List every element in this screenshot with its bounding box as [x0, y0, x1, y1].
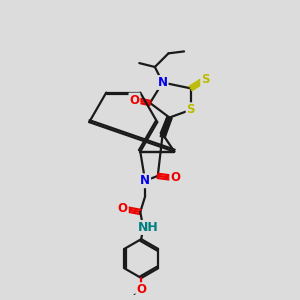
Text: N: N: [158, 76, 168, 89]
Text: O: O: [170, 171, 180, 184]
Text: O: O: [129, 94, 140, 106]
Text: N: N: [140, 174, 150, 187]
Text: NH: NH: [138, 221, 158, 234]
Text: O: O: [136, 283, 146, 296]
Text: S: S: [201, 73, 210, 86]
Text: O: O: [118, 202, 128, 215]
Text: S: S: [187, 103, 195, 116]
